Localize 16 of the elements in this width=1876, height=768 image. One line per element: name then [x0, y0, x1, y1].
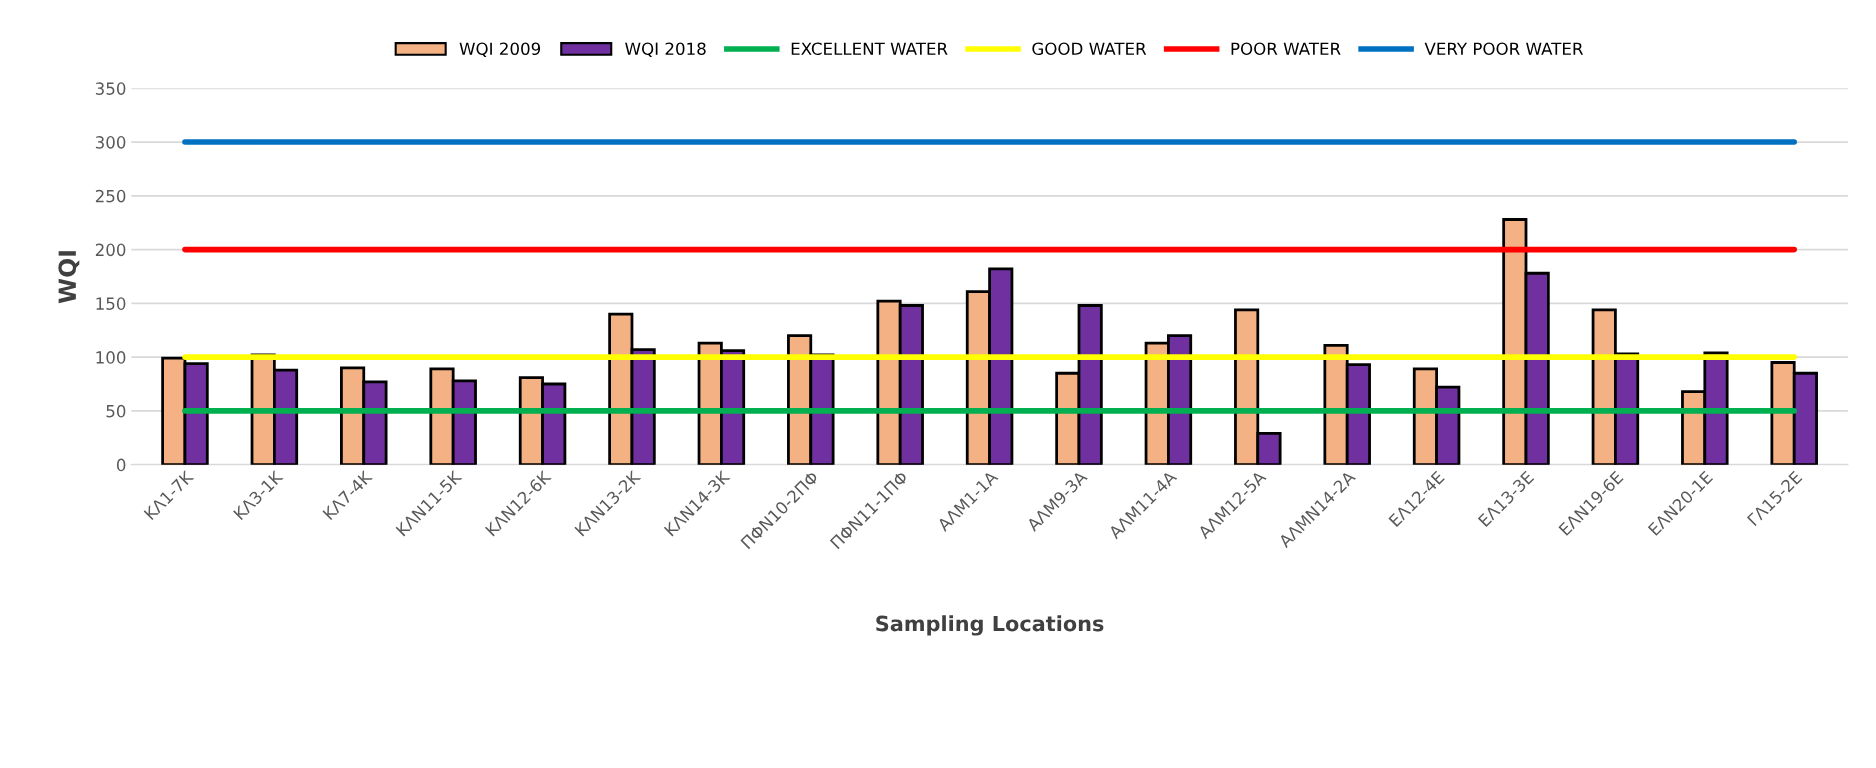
y-tick-label: 50 [106, 404, 126, 418]
legend-label: EXCELLENT WATER [791, 42, 948, 56]
y-tick-label: 200 [95, 243, 126, 257]
legend-label: VERY POOR WATER [1424, 42, 1584, 56]
y-tick-label: 300 [95, 136, 126, 149]
y-tick-label: 150 [96, 297, 126, 310]
legend-label: POOR WATER [1231, 42, 1341, 56]
legend-label: GOOD WATER [1032, 42, 1147, 56]
x-axis-title: Sampling Locations [876, 615, 1104, 636]
legend-label: WQI 2018 [625, 42, 706, 57]
y-tick-label: 250 [95, 189, 126, 203]
legend-label: WQI 2009 [459, 42, 541, 57]
y-tick-label: 0 [116, 458, 126, 472]
y-tick-label: 100 [96, 351, 126, 364]
y-tick-label: 350 [95, 82, 126, 95]
y-axis-title: WQI [58, 251, 80, 304]
